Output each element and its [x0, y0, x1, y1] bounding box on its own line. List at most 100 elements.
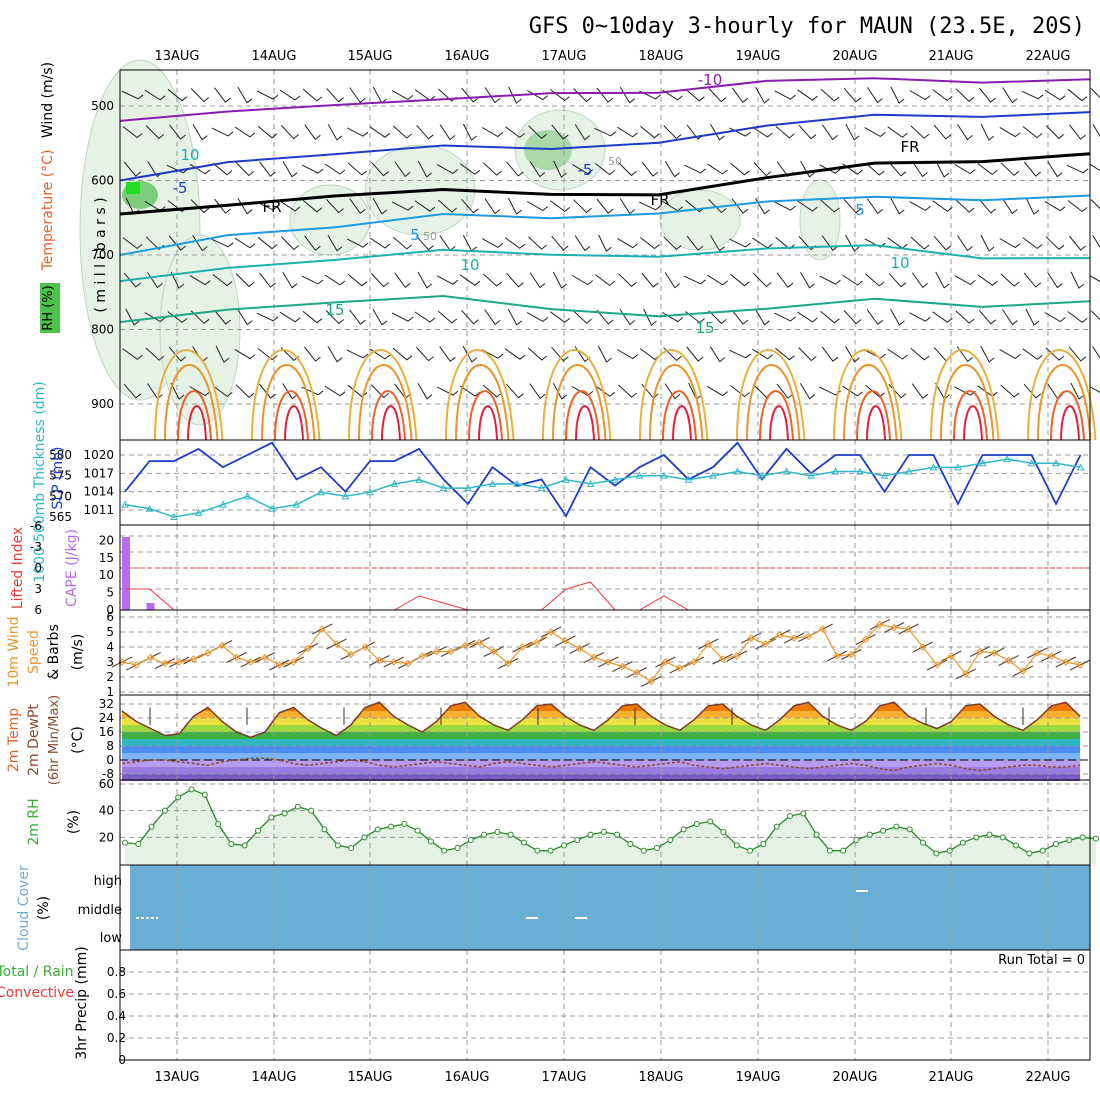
tick-label: 24 — [99, 711, 114, 725]
wind-barb — [349, 87, 366, 104]
wind-marker — [618, 662, 627, 671]
date-label: 17AUG — [541, 1070, 586, 1085]
date-label: 19AUG — [735, 1070, 780, 1085]
tick-label: 5 — [106, 586, 114, 600]
wind-barb — [1089, 386, 1100, 394]
tick-label: 3 — [34, 582, 42, 596]
axis-label: (%) — [66, 810, 82, 834]
wind-barb — [1067, 88, 1088, 102]
wind-marker — [261, 653, 269, 662]
wind-barb — [910, 125, 930, 139]
wind-barb — [215, 345, 230, 363]
rh-marker — [175, 794, 182, 801]
wind-barb — [1068, 235, 1087, 251]
tick-label: 1020 — [83, 448, 114, 462]
wind-barb — [800, 271, 815, 289]
rh-marker — [201, 791, 208, 798]
wind-barb — [573, 199, 592, 213]
wind-barb — [685, 311, 705, 324]
wind-barb — [1022, 126, 1043, 139]
axis-label: Cloud Cover — [16, 865, 32, 951]
wind-barb — [214, 87, 231, 103]
wind-barb — [709, 346, 726, 363]
wind-barb — [304, 124, 321, 141]
rh-marker — [1066, 837, 1073, 843]
contour-label: 15 — [325, 301, 344, 319]
wind-barb — [394, 272, 411, 289]
rh-marker — [374, 826, 381, 833]
wind-barb — [866, 198, 884, 215]
rh-marker — [893, 823, 900, 830]
axis-label: 3hr Precip (mm) — [74, 946, 90, 1059]
wind-barb — [482, 273, 503, 287]
wind-barb — [371, 273, 389, 288]
wind-barb — [999, 126, 1021, 138]
rh-marker — [853, 837, 860, 843]
wind-marker — [518, 643, 527, 651]
temperature-contour — [639, 349, 709, 441]
wind-barb — [211, 127, 234, 137]
temp-band — [122, 739, 1081, 746]
temperature-contour — [866, 405, 886, 441]
tick-label: 1014 — [83, 485, 114, 499]
thickness-marker — [954, 463, 962, 471]
wind-barb — [845, 345, 860, 363]
wind-barb — [237, 309, 253, 326]
wind-marker — [504, 659, 512, 668]
wind-barb — [189, 386, 211, 397]
wind-barb — [484, 198, 501, 215]
thickness-marker — [243, 492, 252, 500]
wind-marker — [718, 655, 727, 663]
thickness-marker — [831, 467, 840, 475]
wind-barb — [122, 237, 143, 250]
upper-air-panel: 500 600 700 800 900 -10 -5 -5 FR FR FR 5 5 10 10 15 15 10… — [40, 59, 1100, 441]
temperature-contour — [1060, 405, 1080, 441]
temperature-contour — [154, 349, 224, 441]
date-label: 13AUG — [154, 49, 199, 64]
wind-barb — [370, 384, 390, 399]
wind-barb — [731, 87, 749, 104]
temperature-contour — [662, 390, 697, 441]
rh-marker — [321, 826, 328, 833]
wind-marker — [833, 652, 841, 660]
temperature-contour — [542, 349, 612, 441]
wind-marker — [733, 652, 741, 660]
rh-marker — [388, 823, 394, 830]
rh-marker — [268, 814, 275, 821]
temperature-contour — [736, 349, 806, 441]
rh-marker — [161, 807, 168, 814]
wind-barb — [1047, 272, 1063, 289]
wind-barb — [980, 234, 995, 252]
tick-label: 565 — [49, 510, 72, 524]
contour-label: 5 — [410, 226, 420, 244]
wind-barb — [550, 200, 571, 213]
tick-label: 15 — [99, 551, 114, 565]
wind-barb — [684, 164, 706, 174]
wind-marker — [275, 661, 284, 669]
tick-label: 1011 — [83, 503, 114, 517]
wind-barb — [641, 161, 659, 177]
wind-barb — [775, 236, 795, 250]
temperature-contour — [1037, 364, 1092, 441]
lifted-index-line — [125, 581, 1081, 611]
wind-barb — [170, 382, 185, 400]
wind-barb — [280, 236, 300, 251]
cloud-fill — [130, 865, 1090, 950]
wind-barb — [596, 87, 614, 103]
temperature-contour — [940, 364, 995, 441]
tick-label: -3 — [30, 540, 42, 554]
wind-barb — [597, 345, 612, 363]
thickness-marker — [905, 467, 913, 475]
wind-barb — [459, 274, 481, 286]
wind-barb — [234, 348, 256, 360]
thickness-marker — [709, 471, 717, 479]
wind-barb — [708, 88, 727, 103]
wind-marker — [776, 631, 784, 639]
wind-barb — [663, 347, 682, 361]
dewpoint-line — [121, 757, 1081, 772]
tick-label: 20 — [99, 533, 114, 547]
wind-barb — [843, 87, 862, 103]
wind-barb — [279, 200, 301, 212]
thickness-marker — [929, 463, 938, 471]
thickness-marker — [268, 504, 276, 512]
